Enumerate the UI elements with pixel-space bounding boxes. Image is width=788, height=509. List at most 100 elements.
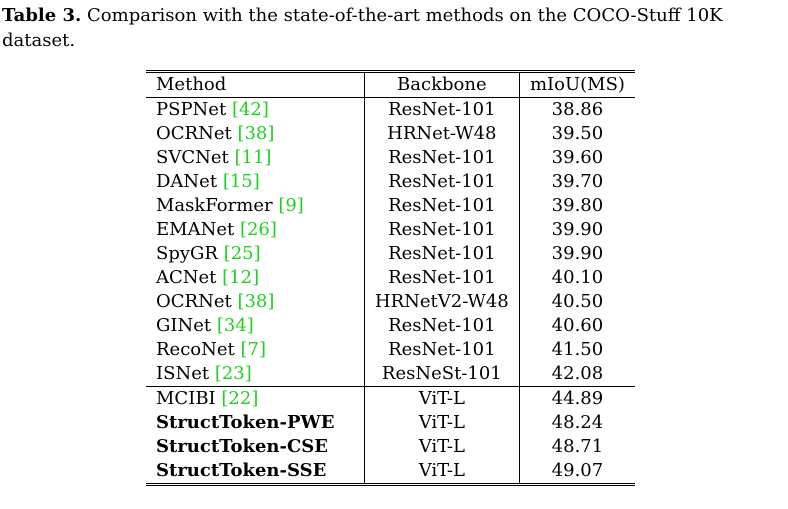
method-name: DANet <box>156 171 218 192</box>
method-cell: StructToken-CSE <box>146 435 365 459</box>
miou-cell: 40.10 <box>551 267 604 288</box>
miou-cell: 38.86 <box>551 99 604 120</box>
table-row: ISNet [23] ResNeSt-101 42.08 <box>146 362 635 387</box>
table-header-row: Method Backbone mIoU(MS) <box>146 71 635 98</box>
citation-link[interactable]: [12] <box>222 267 260 288</box>
table-row: EMANet [26] ResNet-101 39.90 <box>146 218 635 242</box>
method-name: GINet <box>156 315 212 336</box>
citation-link[interactable]: [7] <box>240 339 267 360</box>
miou-cell: 39.70 <box>551 171 604 192</box>
miou-cell: 39.90 <box>551 219 604 240</box>
table-row: MCIBI [22] ViT-L 44.89 <box>146 386 635 411</box>
table-caption: Table 3. Comparison with the state-of-th… <box>2 3 784 53</box>
backbone-cell: ResNeSt-101 <box>364 362 520 387</box>
method-name: RecoNet <box>156 339 235 360</box>
backbone-cell: ResNet-101 <box>364 218 520 242</box>
backbone-cell: ResNet-101 <box>364 170 520 194</box>
method-cell: ACNet [12] <box>146 266 365 290</box>
table-row: MaskFormer [9] ResNet-101 39.80 <box>146 194 635 218</box>
backbone-cell: ResNet-101 <box>364 97 520 122</box>
miou-cell: 39.50 <box>551 123 604 144</box>
method-name: MCIBI <box>156 388 216 409</box>
method-name: ISNet <box>156 363 210 384</box>
backbone-cell: HRNetV2-W48 <box>364 290 520 314</box>
citation-link[interactable]: [9] <box>278 195 304 216</box>
citation-link[interactable]: [38] <box>237 291 275 312</box>
method-cell: RecoNet [7] <box>146 338 365 362</box>
method-name: OCRNet <box>156 123 232 144</box>
table-row: DANet [15] ResNet-101 39.70 <box>146 170 635 194</box>
table-row: SVCNet [11] ResNet-101 39.60 <box>146 146 635 170</box>
backbone-cell: ViT-L <box>364 435 520 459</box>
citation-link[interactable]: [25] <box>223 243 261 264</box>
backbone-cell: ResNet-101 <box>364 338 520 362</box>
table-body: PSPNet [42] ResNet-101 38.86 OCRNet [38] HRN… <box>146 97 635 485</box>
table-row: PSPNet [42] ResNet-101 38.86 <box>146 97 635 122</box>
miou-cell: 48.24 <box>551 412 604 433</box>
method-cell: StructToken-PWE <box>146 411 365 435</box>
caption-text: Comparison with the state-of-the-art met… <box>2 5 723 51</box>
method-cell: GINet [34] <box>146 314 365 338</box>
miou-cell: 39.80 <box>551 195 604 216</box>
miou-cell: 40.50 <box>551 291 604 312</box>
method-name: MaskFormer <box>156 195 273 216</box>
table-row: StructToken-PWE ViT-L 48.24 <box>146 411 635 435</box>
citation-link[interactable]: [23] <box>214 363 252 384</box>
table-row: GINet [34] ResNet-101 40.60 <box>146 314 635 338</box>
method-cell: DANet [15] <box>146 170 365 194</box>
header-backbone: Backbone <box>364 71 520 98</box>
method-name: StructToken-CSE <box>156 436 329 457</box>
citation-link[interactable]: [42] <box>231 99 269 120</box>
header-miou: mIoU(MS) <box>519 71 635 98</box>
method-name: PSPNet <box>156 99 227 120</box>
backbone-cell: ResNet-101 <box>364 194 520 218</box>
method-cell: MCIBI [22] <box>146 386 365 411</box>
header-method: Method <box>146 71 365 98</box>
citation-link[interactable]: [26] <box>239 219 277 240</box>
method-cell: MaskFormer [9] <box>146 194 365 218</box>
caption-label: Table 3. <box>2 5 82 26</box>
method-cell: EMANet [26] <box>146 218 365 242</box>
method-cell: OCRNet [38] <box>146 122 365 146</box>
method-cell: StructToken-SSE <box>146 459 365 485</box>
miou-cell: 42.08 <box>551 363 604 384</box>
method-cell: OCRNet [38] <box>146 290 365 314</box>
method-name: SpyGR <box>156 243 218 264</box>
method-name: StructToken-SSE <box>156 460 327 481</box>
table-row: StructToken-CSE ViT-L 48.71 <box>146 435 635 459</box>
miou-cell: 40.60 <box>551 315 604 336</box>
table-row: OCRNet [38] HRNetV2-W48 40.50 <box>146 290 635 314</box>
table-row: StructToken-SSE ViT-L 49.07 <box>146 459 635 485</box>
miou-cell: 48.71 <box>551 436 604 457</box>
backbone-cell: ResNet-101 <box>364 266 520 290</box>
table-row: OCRNet [38] HRNet-W48 39.50 <box>146 122 635 146</box>
method-name: SVCNet <box>156 147 229 168</box>
citation-link[interactable]: [38] <box>237 123 275 144</box>
method-name: EMANet <box>156 219 235 240</box>
backbone-cell: ViT-L <box>364 411 520 435</box>
table-row: ACNet [12] ResNet-101 40.10 <box>146 266 635 290</box>
miou-cell: 41.50 <box>551 339 604 360</box>
method-cell: SVCNet [11] <box>146 146 365 170</box>
method-cell: SpyGR [25] <box>146 242 365 266</box>
citation-link[interactable]: [34] <box>216 315 254 336</box>
citation-link[interactable]: [15] <box>222 171 260 192</box>
backbone-cell: ResNet-101 <box>364 146 520 170</box>
citation-link[interactable]: [11] <box>234 147 272 168</box>
method-name: OCRNet <box>156 291 232 312</box>
backbone-cell: HRNet-W48 <box>364 122 520 146</box>
method-name: StructToken-PWE <box>156 412 335 433</box>
citation-link[interactable]: [22] <box>221 388 259 409</box>
backbone-cell: ViT-L <box>364 386 520 411</box>
method-cell: ISNet [23] <box>146 362 365 387</box>
method-name: ACNet <box>156 267 217 288</box>
backbone-cell: ResNet-101 <box>364 242 520 266</box>
miou-cell: 44.89 <box>519 386 635 411</box>
method-cell: PSPNet [42] <box>146 97 365 122</box>
miou-cell: 39.60 <box>551 147 604 168</box>
backbone-cell: ResNet-101 <box>364 314 520 338</box>
table-row: SpyGR [25] ResNet-101 39.90 <box>146 242 635 266</box>
miou-cell: 39.90 <box>551 243 604 264</box>
miou-cell: 49.07 <box>551 460 604 481</box>
comparison-table: Method Backbone mIoU(MS) PSPNet [42] ResN… <box>146 70 635 486</box>
